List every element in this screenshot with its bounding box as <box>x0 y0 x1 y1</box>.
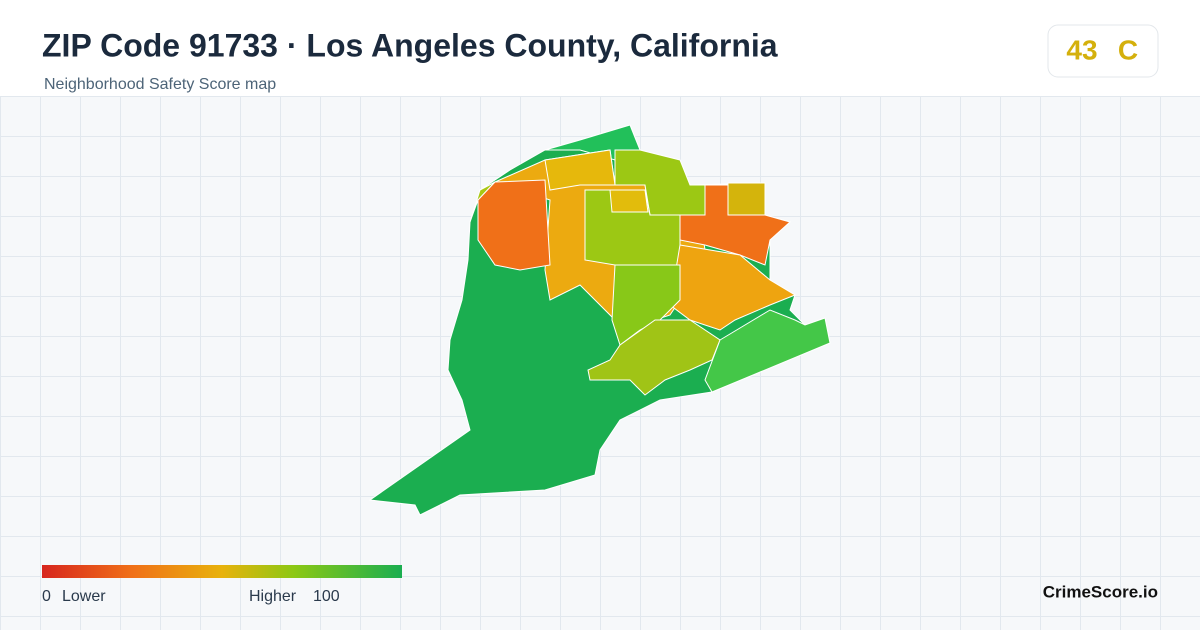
score-value: 43 <box>1066 34 1097 65</box>
map <box>368 124 831 516</box>
legend-scale <box>42 565 402 578</box>
legend-min: 0 <box>42 588 51 605</box>
map-region <box>727 182 766 216</box>
map-region <box>609 189 649 213</box>
header-band <box>0 0 1200 96</box>
brand: CrimeScore.io <box>1043 582 1158 601</box>
map-region <box>544 149 616 191</box>
legend-min-label: Lower <box>62 588 106 605</box>
score-grade: C <box>1118 34 1138 65</box>
map-region <box>704 309 831 393</box>
subtitle: Neighborhood Safety Score map <box>44 76 276 93</box>
map-region <box>669 244 797 331</box>
score-badge <box>1047 24 1159 78</box>
background-grid <box>0 96 1200 630</box>
legend-max-label: Higher <box>249 588 297 605</box>
title: ZIP Code 91733 · Los Angeles County, Cal… <box>42 27 778 63</box>
map-region <box>477 179 551 271</box>
map-region <box>587 319 721 396</box>
legend-max: 100 <box>313 588 340 605</box>
